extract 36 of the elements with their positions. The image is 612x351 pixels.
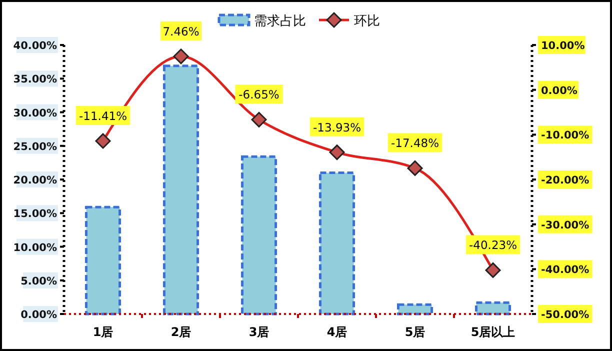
x-tick-label: 2居 xyxy=(170,325,192,339)
bar xyxy=(240,155,278,316)
data-label: -11.41% xyxy=(79,108,128,123)
y2-tick-label: -30.00% xyxy=(541,219,590,232)
y2-tick-label: -10.00% xyxy=(541,130,590,142)
x-tick-label: 1居 xyxy=(92,325,114,339)
bar xyxy=(318,172,356,316)
y2-tick-label: 0.00% xyxy=(541,84,578,97)
bar xyxy=(474,301,512,316)
y-tick-label: 30.00% xyxy=(13,107,58,120)
y-tick-label: 20.00% xyxy=(13,174,58,186)
x-tick-label: 5居以上 xyxy=(470,325,516,339)
legend-label: 环比 xyxy=(354,14,380,29)
data-label: 7.46% xyxy=(162,24,200,38)
y-tick-label: 0.00% xyxy=(20,309,58,321)
data-label: -40.23% xyxy=(469,238,518,252)
bar xyxy=(162,64,200,316)
data-label: -17.48% xyxy=(391,136,440,150)
y-tick-label: 10.00% xyxy=(13,242,58,254)
y2-tick-label: 10.00% xyxy=(541,40,586,52)
x-tick-label: 3居 xyxy=(248,325,270,339)
y-tick-label: 35.00% xyxy=(13,74,58,86)
data-label: -6.65% xyxy=(238,88,280,102)
bar xyxy=(84,206,122,316)
y-tick-label: 25.00% xyxy=(13,140,58,153)
y2-tick-label: -40.00% xyxy=(541,264,590,276)
y2-tick-label: -50.00% xyxy=(541,309,590,321)
x-tick-label: 5居 xyxy=(404,325,426,339)
x-tick-label: 4居 xyxy=(326,325,348,339)
y-tick-label: 5.00% xyxy=(20,275,58,288)
bar xyxy=(396,303,434,316)
legend-label: 需求占比 xyxy=(254,14,306,29)
data-label: -13.93% xyxy=(313,120,362,134)
y2-tick-label: -20.00% xyxy=(541,174,590,186)
y-tick-label: 40.00% xyxy=(13,40,58,52)
y-tick-label: 15.00% xyxy=(13,208,58,220)
